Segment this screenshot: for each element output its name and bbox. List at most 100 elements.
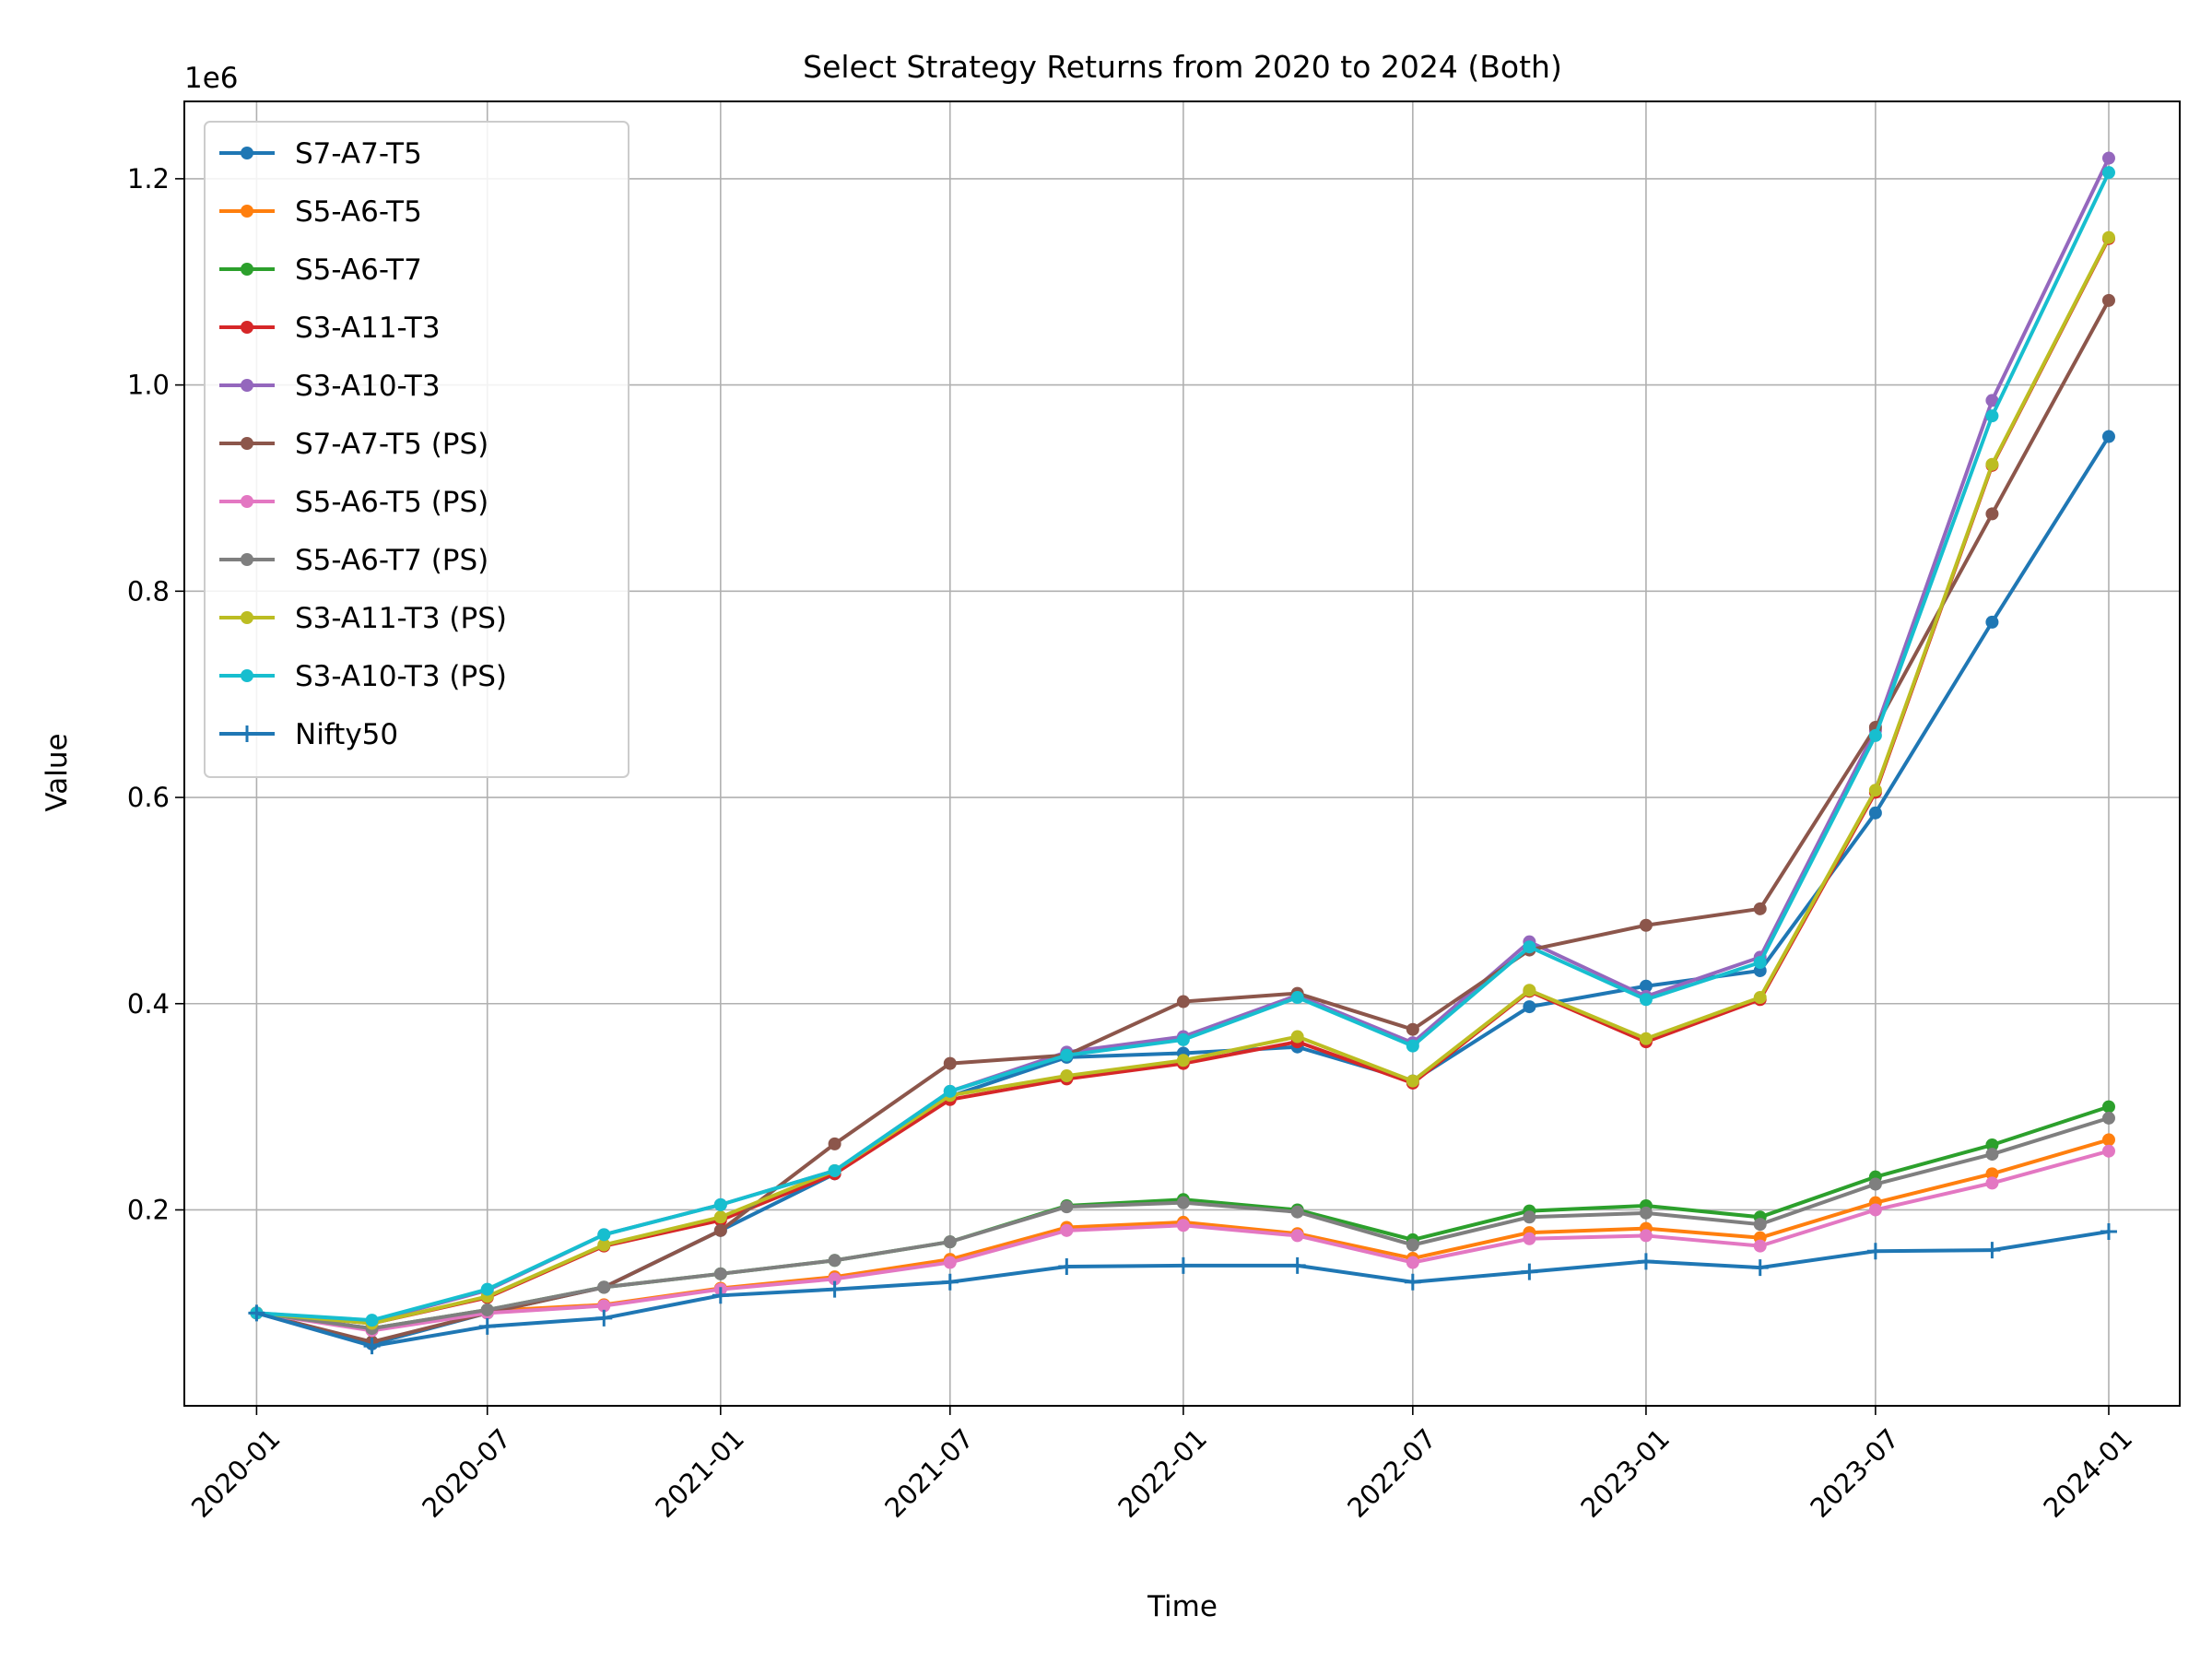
legend-label: S5-A6-T7 (PS) [295,544,488,577]
data-point [1058,1257,1076,1275]
y-tick-label: 0.2 [127,1194,170,1225]
data-point [1637,1253,1654,1270]
data-point [1639,1229,1653,1243]
y-axis-label: Value [41,733,74,811]
legend-item: S5-A6-T5 [219,195,422,229]
data-point [1985,409,1999,423]
chart-title: Select Strategy Returns from 2020 to 202… [803,49,1562,85]
data-point [1521,1263,1538,1280]
data-point [1060,1048,1074,1062]
data-point [1523,1000,1536,1014]
data-point [941,1273,959,1291]
legend-swatch-marker [241,263,253,276]
data-point [2101,230,2115,244]
data-point [1753,1218,1767,1232]
series-lines [248,151,2117,1355]
data-point [1639,918,1653,932]
legend-item: S3-A11-T3 [219,312,441,345]
legend-swatch-marker [241,437,253,450]
y-tick-label: 0.4 [127,988,170,1020]
data-point [1174,1256,1192,1274]
legend-swatch-marker [241,321,253,334]
legend-swatch-marker [241,147,253,159]
data-point [713,1197,727,1211]
legend-swatch-marker [239,725,255,742]
data-point [943,1056,957,1070]
legend-item: S3-A10-T3 [219,370,441,403]
data-point [1985,1176,1999,1190]
y-tick-label: 0.6 [127,782,170,813]
data-point [1290,1030,1304,1044]
data-point [1404,1273,1421,1291]
data-point [480,1282,494,1296]
legend-item: S7-A7-T5 [219,137,422,171]
data-point [1985,1167,1999,1181]
y-axis-offset-label: 1e6 [184,62,239,95]
legend-box [204,121,629,778]
data-point [1985,1138,1999,1151]
series-nifty50 [248,1222,2117,1355]
legend-label: Nifty50 [295,718,398,751]
data-point [1639,1206,1653,1220]
data-point [1868,728,1882,742]
data-point [2101,1144,2115,1158]
data-point [2101,430,2115,443]
data-point [1985,394,1999,407]
legend-swatch-marker [241,669,253,682]
data-point [713,1223,727,1237]
data-point [943,1235,957,1249]
legend-item: S5-A6-T7 (PS) [219,544,488,577]
data-point [2101,1111,2115,1125]
legend-item: S3-A11-T3 (PS) [219,602,507,635]
y-tick-label: 0.8 [127,575,170,607]
data-point [480,1303,494,1316]
legend-swatch-marker [241,553,253,566]
data-point [1060,1223,1074,1237]
legend-label: S7-A7-T5 [295,137,422,171]
data-point [1523,1232,1536,1245]
data-point [1290,1229,1304,1243]
data-point [478,1317,496,1335]
data-point [597,1228,611,1242]
data-point [828,1272,841,1286]
data-point [943,1084,957,1098]
y-tick-label: 1.0 [127,370,170,401]
data-point [1639,993,1653,1007]
legend-label: S5-A6-T5 (PS) [295,486,488,519]
data-point [1985,457,1999,471]
legend-label: S3-A11-T3 [295,312,441,345]
data-point [2101,151,2115,165]
legend-label: S5-A6-T7 [295,254,422,287]
data-point [1176,1054,1190,1067]
data-point [595,1309,613,1327]
data-point [1639,979,1653,993]
data-point [1290,1205,1304,1219]
data-point [1523,984,1536,997]
data-point [1523,1210,1536,1224]
data-point [1406,1039,1419,1053]
data-point [1753,902,1767,915]
data-point [1983,1242,2001,1259]
data-point [2100,1222,2117,1240]
y-axis: 0.2 0.4 0.6 0.8 1.0 1.2 [127,163,184,1225]
data-point [1985,615,1999,629]
legend-label: S7-A7-T5 (PS) [295,428,488,461]
data-point [597,1299,611,1313]
data-point [1523,940,1536,954]
data-point [826,1280,843,1298]
data-point [1290,991,1304,1005]
data-point [1868,784,1882,797]
legend-label: S5-A6-T5 [295,195,422,229]
data-point [2101,166,2115,180]
data-point [712,1287,729,1304]
data-point [1176,1219,1190,1233]
legend: S7-A7-T5 S5-A6-T5 S5-A6-T7 S3-A11-T3 S3-A10-… [204,121,629,778]
data-point [828,1163,841,1177]
data-point [1751,1259,1769,1277]
legend-swatch-marker [241,495,253,508]
data-point [943,1256,957,1269]
data-point [1868,1203,1882,1217]
data-point [597,1280,611,1294]
